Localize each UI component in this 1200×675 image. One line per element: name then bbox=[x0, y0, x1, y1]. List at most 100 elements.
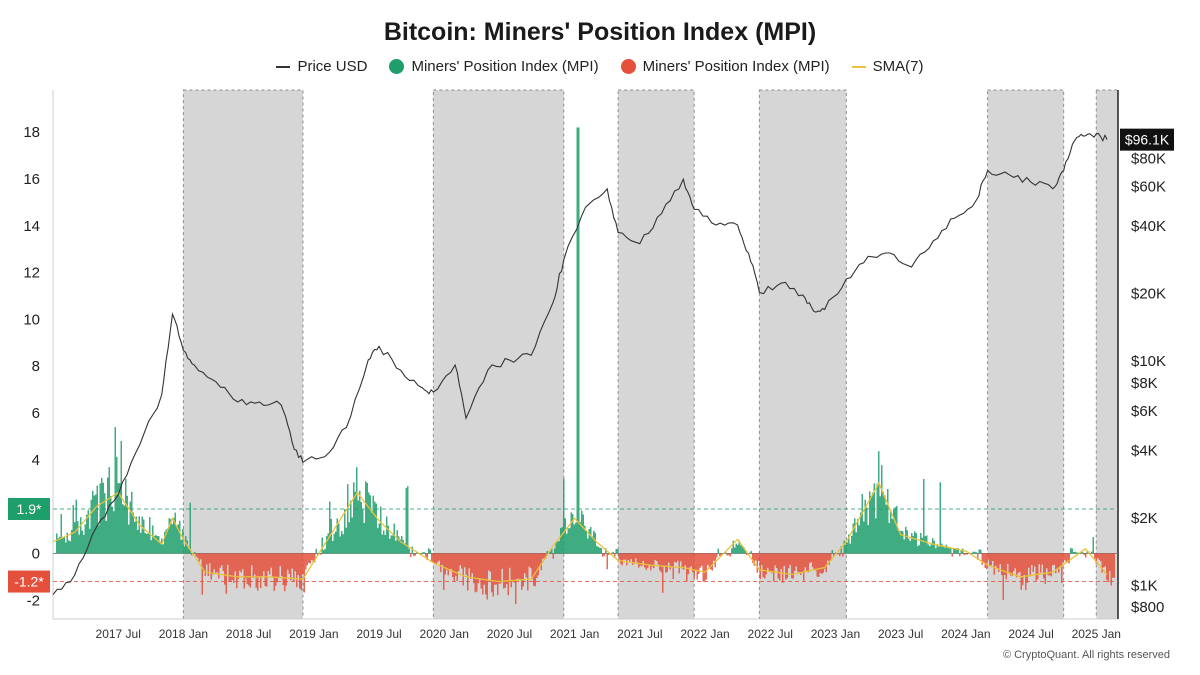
mpi-bar bbox=[1074, 551, 1076, 554]
x-tick-label: 2018 Jul bbox=[226, 627, 271, 641]
mpi-bar bbox=[620, 553, 622, 564]
mpi-bar bbox=[128, 524, 130, 554]
reference-badge-label-1: -1.2* bbox=[14, 574, 44, 590]
mpi-bar bbox=[80, 517, 82, 554]
legend-swatch-mpi-negative bbox=[620, 59, 636, 74]
mpi-bar bbox=[726, 553, 728, 556]
mpi-bar bbox=[360, 502, 362, 554]
mpi-bar bbox=[756, 553, 758, 573]
mpi-bar bbox=[542, 553, 544, 559]
mpi-bar bbox=[545, 553, 547, 559]
mpi-bar bbox=[179, 520, 181, 554]
left-tick-label: 4 bbox=[32, 452, 40, 469]
legend-item-mpi-positive[interactable]: Miners' Position Index (MPI) bbox=[389, 58, 599, 75]
mpi-bar bbox=[1077, 552, 1079, 554]
mpi-bar bbox=[630, 553, 632, 560]
mpi-bar bbox=[308, 553, 310, 563]
mpi-bar bbox=[459, 553, 461, 566]
mpi-bar bbox=[1026, 553, 1028, 583]
mpi-bar bbox=[264, 553, 266, 586]
mpi-bar bbox=[212, 553, 214, 575]
mpi-bar bbox=[468, 553, 470, 569]
legend-item-price[interactable]: Price USD bbox=[276, 58, 367, 75]
mpi-bar bbox=[489, 553, 491, 572]
mpi-bar bbox=[111, 506, 113, 554]
mpi-bar bbox=[432, 553, 434, 563]
mpi-bar bbox=[735, 543, 737, 554]
legend-item-sma[interactable]: SMA(7) bbox=[851, 58, 924, 75]
mpi-bar bbox=[309, 553, 311, 564]
mpi-bar bbox=[855, 532, 857, 554]
mpi-bar bbox=[992, 553, 994, 561]
mpi-bar bbox=[899, 530, 901, 554]
mpi-bar bbox=[167, 528, 169, 554]
mpi-bar bbox=[984, 553, 986, 569]
mpi-bar bbox=[117, 483, 119, 554]
mpi-bar bbox=[624, 553, 626, 560]
mpi-bar bbox=[93, 495, 95, 554]
shaded-period-2 bbox=[617, 89, 695, 620]
left-tick-label: 14 bbox=[23, 218, 40, 235]
mpi-bar bbox=[959, 553, 961, 557]
mpi-bar bbox=[104, 493, 106, 554]
mpi-bar bbox=[60, 514, 62, 554]
mpi-bar bbox=[497, 553, 499, 596]
mpi-bar bbox=[717, 548, 719, 554]
mpi-bar bbox=[824, 553, 826, 569]
mpi-bar bbox=[200, 553, 202, 560]
mpi-bar bbox=[795, 553, 797, 567]
mpi-bar bbox=[407, 486, 409, 554]
mpi-bar bbox=[621, 553, 623, 566]
mpi-bar bbox=[74, 522, 76, 554]
mpi-bar bbox=[242, 553, 244, 570]
mpi-bar bbox=[543, 553, 545, 561]
mpi-bar bbox=[720, 553, 722, 556]
mpi-bar bbox=[215, 553, 217, 573]
mpi-bar bbox=[905, 526, 907, 554]
mpi-bar bbox=[803, 553, 805, 581]
mpi-bar bbox=[161, 538, 163, 554]
mpi-bar bbox=[314, 553, 316, 563]
mpi-bar bbox=[423, 552, 425, 554]
mpi-bar bbox=[681, 553, 683, 569]
mpi-bar bbox=[422, 552, 424, 554]
mpi-bar bbox=[999, 553, 1001, 565]
mpi-bar bbox=[245, 553, 247, 579]
mpi-bar bbox=[158, 536, 160, 554]
mpi-bar bbox=[537, 553, 539, 576]
mpi-bar bbox=[734, 547, 736, 554]
mpi-bar bbox=[488, 553, 490, 571]
mpi-bar bbox=[540, 553, 542, 571]
mpi-bar bbox=[311, 553, 313, 560]
mpi-bar bbox=[1085, 553, 1087, 558]
mpi-bar bbox=[971, 552, 973, 554]
mpi-bar bbox=[639, 553, 641, 566]
mpi-bar bbox=[666, 553, 668, 572]
mpi-bar bbox=[357, 500, 359, 554]
mpi-bar bbox=[861, 494, 863, 554]
mpi-bar bbox=[81, 530, 83, 554]
mpi-bar bbox=[125, 478, 127, 554]
mpi-bar bbox=[912, 535, 914, 554]
legend-item-mpi-negative[interactable]: Miners' Position Index (MPI) bbox=[620, 58, 830, 75]
price-line bbox=[52, 132, 1108, 595]
mpi-bar bbox=[941, 543, 943, 554]
mpi-bar bbox=[206, 553, 208, 565]
mpi-bar bbox=[183, 546, 185, 554]
mpi-bar bbox=[327, 533, 329, 554]
mpi-bar bbox=[957, 548, 959, 554]
mpi-bar bbox=[531, 553, 533, 579]
mpi-bar bbox=[840, 546, 842, 554]
mpi-bar bbox=[491, 553, 493, 593]
mpi-bar bbox=[324, 548, 326, 554]
mpi-bar bbox=[233, 553, 235, 583]
mpi-bar bbox=[312, 553, 314, 562]
mpi-bar bbox=[98, 525, 100, 554]
mpi-bar bbox=[362, 509, 364, 554]
mpi-bar bbox=[269, 553, 271, 575]
mpi-bar bbox=[375, 503, 377, 554]
mpi-bar bbox=[1104, 553, 1106, 567]
mpi-bar bbox=[930, 544, 932, 554]
mpi-bar bbox=[290, 553, 292, 581]
mpi-bar bbox=[455, 553, 457, 576]
